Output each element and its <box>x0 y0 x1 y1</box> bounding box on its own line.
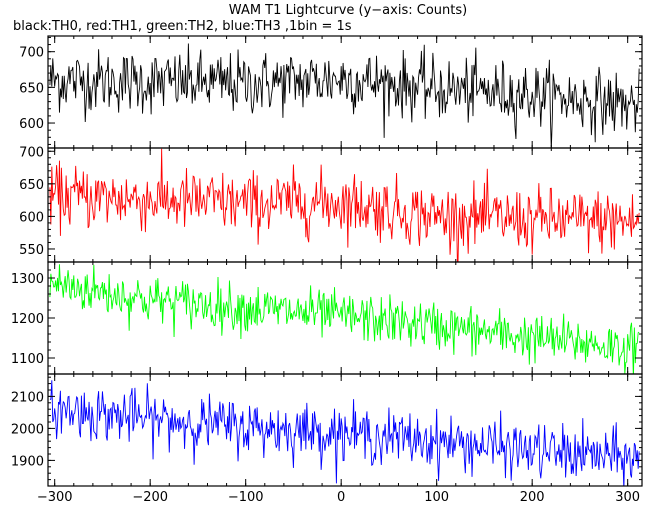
chart-title: WAM T1 Lightcurve (y−axis: Counts) <box>229 3 467 18</box>
series-line-th1 <box>49 148 640 262</box>
y-tick-label: 600 <box>19 210 44 225</box>
x-tick-label: 0 <box>337 490 345 505</box>
x-tick-label: 300 <box>615 490 640 505</box>
y-tick-label: 2000 <box>11 422 44 437</box>
panel-frame <box>47 373 643 487</box>
y-tick-label: 600 <box>19 117 44 132</box>
y-tick-label: 1100 <box>11 352 44 367</box>
series-line-th0 <box>49 43 640 148</box>
y-tick-label: 1300 <box>11 272 44 287</box>
series-line-th2 <box>49 264 640 374</box>
y-tick-label: 650 <box>19 178 44 193</box>
x-tick-label: −100 <box>228 490 264 505</box>
x-tick-label: −200 <box>132 490 168 505</box>
panel-th3: 1900 2000 2100 <box>11 373 643 487</box>
y-tick-label: 700 <box>19 145 44 160</box>
x-axis: −300 −200 −100 0 100 200 300 <box>37 490 640 505</box>
x-tick-label: 200 <box>520 490 545 505</box>
series-line-th3 <box>49 380 640 486</box>
y-tick-label: 550 <box>19 243 44 258</box>
y-tick-label: 1200 <box>11 312 44 327</box>
x-tick-label: −300 <box>37 490 73 505</box>
panel-th2: 1100 1200 1300 <box>11 261 643 375</box>
panel-th1: 550 600 650 700 <box>19 145 643 263</box>
y-tick-label: 2100 <box>11 390 44 405</box>
x-tick-label: 100 <box>424 490 449 505</box>
panel-th0: 600 650 700 <box>19 35 643 149</box>
y-tick-label: 650 <box>19 81 44 96</box>
panels-group: 600 650 700 550 600 650 700 1100 1200 1300 1900 200… <box>11 35 643 487</box>
chart-subtitle: black:TH0, red:TH1, green:TH2, blue:TH3 … <box>13 19 352 34</box>
y-tick-label: 700 <box>19 46 44 61</box>
y-tick-label: 1900 <box>11 454 44 469</box>
